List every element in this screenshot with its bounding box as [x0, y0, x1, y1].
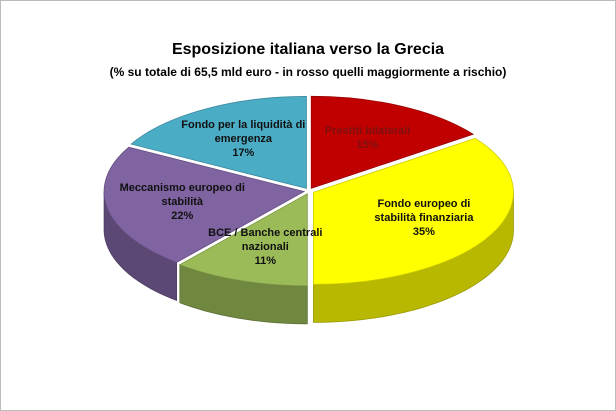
slice [313, 137, 514, 285]
slice-label: BCE / Banche centrali nazionali [208, 227, 323, 254]
chart-title: Esposizione italiana verso la Grecia [171, 41, 445, 58]
slice [103, 146, 306, 263]
slice [130, 96, 307, 189]
slice-label-group: BCE / Banche centrali nazionali 11% [200, 226, 330, 268]
slice-label-group: Fondo europeo di stabilità finanziaria 35… [359, 197, 489, 239]
slice-label-group: Meccanismo europeo di stabilità 22% [117, 181, 247, 223]
slice-label: Fondo europeo di stabilità finanziaria [374, 198, 474, 225]
slice-label-group: Prestiti bilaterali 15% [303, 124, 433, 152]
slice-label: Fondo per la liquidità di emergenza [181, 119, 306, 146]
value-label: 22% [171, 210, 194, 223]
slice [178, 193, 308, 287]
value-label: 17% [232, 147, 255, 160]
slice-label: Prestiti bilaterali [324, 124, 411, 137]
value-label: 35% [412, 226, 435, 239]
value-label: 11% [254, 255, 276, 268]
chart-subtitle: (% su totale di 65,5 mld euro - in rosso… [109, 65, 507, 79]
value-label: 15% [356, 138, 379, 151]
slice-label-group: Fondo per la liquidità di emergenza 17% [178, 118, 308, 160]
slice [310, 95, 474, 189]
slice-label: Meccanismo europeo di stabilità [119, 182, 245, 209]
